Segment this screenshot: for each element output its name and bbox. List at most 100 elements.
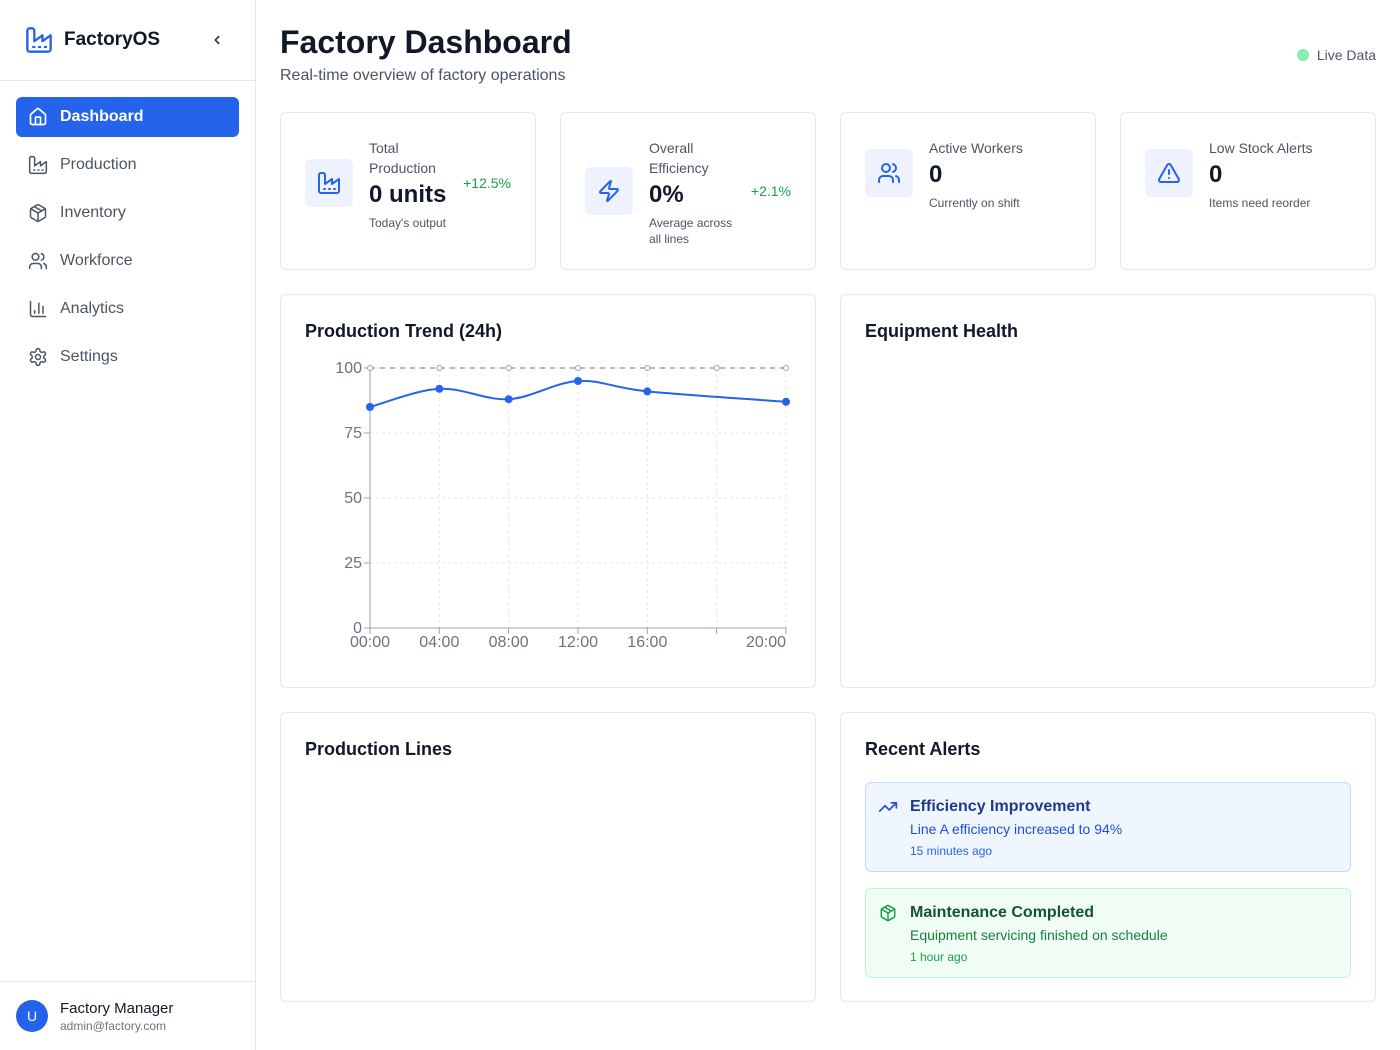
sidebar-item-label: Production: [60, 156, 137, 173]
target-reference-point: [575, 365, 581, 371]
sidebar-item-label: Analytics: [60, 300, 125, 317]
stat-card-overall-efficiency: Overall Efficiency 0% Average across all…: [560, 112, 816, 270]
alert-message: Equipment servicing finished on schedule: [910, 927, 1168, 943]
package-icon: [878, 903, 898, 923]
chevron-left-icon: [214, 35, 220, 45]
user-info: Factory Manager admin@factory.com: [60, 1000, 173, 1033]
alert-message: Line A efficiency increased to 94%: [910, 821, 1123, 837]
y-tick-label: 75: [344, 425, 362, 442]
user-email: admin@factory.com: [60, 1018, 166, 1033]
stat-card-total-production: Total Production 0 units Today's output …: [280, 112, 536, 270]
stat-value: 0: [1209, 161, 1223, 188]
data-point: [643, 387, 652, 396]
brand-header: FactoryOS: [0, 0, 255, 81]
sidebar-item-label: Settings: [60, 348, 118, 365]
bar-chart-icon: [28, 299, 48, 319]
data-point: [435, 384, 444, 393]
sidebar-item-inventory[interactable]: Inventory: [16, 193, 239, 233]
page-title: Factory Dashboard: [280, 24, 572, 60]
package-icon: [28, 203, 48, 223]
factory-icon: [28, 155, 48, 175]
production-lines-panel: Production Lines: [280, 712, 816, 1002]
x-tick-label: 16:00: [627, 634, 667, 651]
stat-sub: Today's output: [369, 216, 447, 230]
x-tick-label: 08:00: [489, 634, 529, 651]
stat-card-active-workers: Active Workers 0 Currently on shift: [840, 112, 1096, 270]
sidebar-item-dashboard[interactable]: Dashboard: [16, 97, 239, 137]
sidebar-item-workforce[interactable]: Workforce: [16, 241, 239, 281]
trending-up-icon: [878, 797, 898, 817]
stat-sub: Average across all lines: [649, 216, 733, 246]
stat-label: Low Stock Alerts: [1209, 140, 1313, 156]
stat-sub: Items need reorder: [1209, 196, 1311, 210]
live-label: Live Data: [1316, 47, 1376, 63]
live-dot-icon: [1296, 49, 1309, 61]
data-point: [504, 395, 513, 404]
stat-value: 0: [929, 161, 943, 188]
sidebar-item-production[interactable]: Production: [16, 145, 239, 185]
x-tick-label: 00:00: [350, 634, 390, 651]
stat-label: Total Production: [369, 140, 436, 176]
sidebar-item-label: Dashboard: [60, 108, 144, 125]
data-point: [574, 377, 582, 385]
sidebar-item-label: Workforce: [60, 252, 133, 269]
y-tick-label: 0: [353, 620, 362, 637]
production-trend-chart: 0 25 50 75 100 00:00 04:00 08:00 12:00 16:00 20:00: [335, 360, 790, 651]
x-tick-label: 20:00: [746, 634, 786, 651]
live-indicator: Live Data: [1296, 47, 1376, 63]
stat-card-low-stock-alerts: Low Stock Alerts 0 Items need reorder: [1120, 112, 1376, 270]
stat-body: Low Stock Alerts 0 Items need reorder: [1209, 138, 1359, 211]
alert-title: Maintenance Completed: [910, 904, 1095, 921]
sidebar-item-label: Inventory: [60, 204, 126, 221]
x-tick-label: 04:00: [419, 634, 459, 651]
target-reference-point: [367, 365, 373, 371]
user-profile[interactable]: U Factory Manager admin@factory.com: [0, 981, 255, 1050]
sidebar-nav: Dashboard Production Inventory Workforce…: [0, 81, 255, 401]
stat-value: 0 units: [369, 181, 447, 208]
stat-value: 0%: [649, 181, 684, 208]
y-tick-label: 50: [344, 490, 362, 507]
target-reference-point: [783, 365, 789, 371]
alert-item[interactable]: Maintenance Completed Equipment servicin…: [865, 888, 1351, 978]
equipment-health-panel: Equipment Health: [840, 294, 1376, 688]
users-icon: [865, 149, 913, 197]
target-reference-point: [505, 365, 512, 371]
stat-body: Active Workers 0 Currently on shift: [929, 138, 1079, 211]
collapse-sidebar-button[interactable]: [207, 30, 227, 50]
stat-body: Total Production 0 units Today's output: [369, 138, 457, 231]
main-content: Factory Dashboard Real-time overview of …: [256, 0, 1400, 1050]
target-reference-point: [713, 365, 720, 371]
stat-body: Overall Efficiency 0% Average across all…: [649, 138, 741, 247]
y-tick-label: 100: [335, 360, 362, 377]
sidebar-item-analytics[interactable]: Analytics: [16, 289, 239, 329]
factory-logo-icon: [24, 25, 54, 55]
stat-label: Active Workers: [929, 140, 1023, 156]
sidebar-item-settings[interactable]: Settings: [16, 337, 239, 377]
y-tick-label: 25: [344, 555, 362, 572]
panel-title: Recent Alerts: [865, 739, 981, 759]
target-reference-point: [644, 365, 651, 371]
home-icon: [28, 107, 48, 127]
app-name: FactoryOS: [64, 29, 161, 50]
stat-label: Overall Efficiency: [649, 140, 709, 176]
users-icon: [28, 251, 48, 271]
x-tick-label: 12:00: [558, 634, 598, 651]
stat-change: +12.5%: [463, 175, 511, 191]
warning-icon: [1145, 149, 1193, 197]
data-point: [782, 397, 790, 406]
alert-time: 1 hour ago: [910, 950, 968, 964]
recent-alerts-panel: Recent Alerts Efficiency Improvement Lin…: [840, 712, 1376, 1002]
stat-sub: Currently on shift: [929, 196, 1020, 210]
alert-time: 15 minutes ago: [910, 844, 993, 858]
sidebar: FactoryOS Dashboard Production Inventory: [0, 0, 256, 1050]
alert-title: Efficiency Improvement: [910, 798, 1091, 815]
target-reference-point: [436, 365, 443, 371]
panel-title: Equipment Health: [865, 321, 1019, 341]
avatar: U: [16, 1000, 48, 1032]
data-point: [366, 403, 374, 411]
gear-icon: [28, 347, 48, 367]
alert-item[interactable]: Efficiency Improvement Line A efficiency…: [865, 782, 1351, 872]
production-trend-panel: Production Trend (24h) 0 25 50 75 100 00:00 04…: [280, 294, 816, 688]
user-name: Factory Manager: [60, 999, 174, 1017]
stat-change: +2.1%: [750, 183, 791, 199]
